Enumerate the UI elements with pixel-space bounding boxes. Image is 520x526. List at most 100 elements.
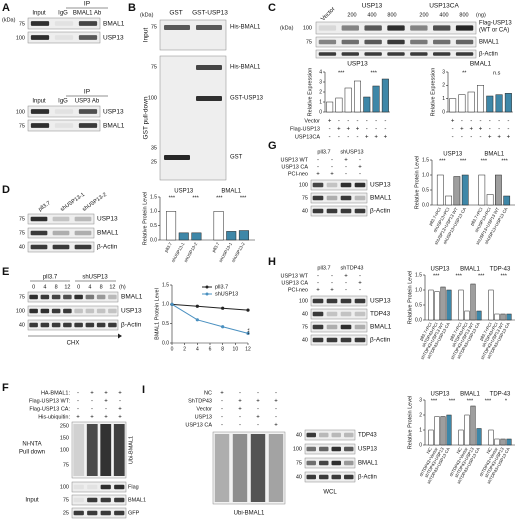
marker: 40	[302, 208, 308, 214]
sign: +	[507, 135, 511, 141]
label: (ng)	[476, 12, 486, 18]
sign: +	[104, 391, 108, 397]
blot	[27, 227, 95, 239]
y-tick-label: 3	[419, 397, 422, 403]
marker: 100	[303, 25, 312, 31]
blot-band	[340, 208, 352, 214]
blot-band	[74, 230, 92, 236]
blot-band	[326, 337, 338, 343]
y-axis-label: BMAL1 Protein Level	[154, 288, 160, 340]
label: IP	[84, 1, 90, 8]
blot-band	[78, 123, 98, 128]
sign: -	[331, 158, 333, 164]
blot	[27, 291, 119, 303]
marker: 40	[302, 311, 308, 317]
marker: 40	[19, 244, 25, 250]
bar	[226, 231, 237, 241]
smear	[100, 424, 112, 476]
blot-band	[312, 311, 324, 317]
label: CHX	[67, 341, 80, 347]
blot-band	[433, 52, 451, 56]
legend-marker	[205, 292, 209, 296]
blot-band	[30, 109, 50, 114]
blot-band	[312, 298, 324, 304]
blot-band	[63, 308, 72, 314]
bar	[506, 313, 512, 321]
blot-band	[85, 308, 95, 314]
legend-label: shUSP13	[215, 291, 238, 297]
blot-band	[63, 322, 72, 328]
blot	[310, 295, 368, 307]
x-tick-label: 6	[209, 346, 212, 352]
marker: 75	[296, 460, 302, 466]
blot-band	[319, 432, 329, 438]
label: (kDa)	[2, 17, 16, 23]
treatment-label: His-ubiquitin:	[38, 414, 70, 420]
sign: +	[104, 415, 108, 421]
blot	[304, 471, 356, 483]
treatment-label: Vector	[196, 406, 212, 412]
label: 0	[77, 284, 80, 290]
blot-band	[387, 25, 405, 31]
x-tick-label: 0	[171, 346, 174, 352]
marker: 75	[63, 497, 69, 503]
band-label: USP13	[370, 298, 391, 305]
blot-band	[54, 123, 74, 128]
label: Pull down	[19, 450, 45, 456]
y-axis-label: Relative Protein Level	[407, 396, 413, 450]
blot-band	[354, 311, 366, 317]
sign: -	[461, 119, 463, 125]
annotation: ***	[216, 195, 223, 201]
x-tick-label: 2	[183, 346, 186, 352]
bar	[344, 87, 352, 113]
sign: -	[359, 274, 361, 280]
sign: +	[238, 407, 242, 413]
band-label: USP13	[103, 35, 124, 42]
blot-band	[433, 39, 451, 45]
marker: 100	[16, 109, 25, 115]
label: GST pull-down	[143, 96, 150, 139]
sign: +	[256, 415, 260, 421]
blot-band	[78, 109, 98, 114]
blot-band	[340, 182, 352, 188]
bar	[506, 438, 512, 446]
band-label: Flag	[128, 484, 139, 490]
blot-band	[312, 208, 324, 214]
label: GST-USP13	[192, 10, 228, 17]
sign: +	[488, 135, 492, 141]
bar	[495, 94, 503, 113]
annotation: ***	[501, 273, 508, 279]
bar	[488, 429, 494, 446]
bar	[428, 289, 434, 321]
sign: +	[256, 399, 260, 405]
label: pll3.7	[43, 275, 58, 281]
label: Input	[25, 498, 39, 504]
sign: -	[239, 415, 241, 421]
y-tick-label: 0.0	[162, 340, 169, 346]
x-tick-label: pll3.7	[211, 241, 221, 253]
treatment-label: HA-BMAL1:	[41, 390, 71, 396]
panel-label: F	[2, 382, 9, 394]
blot-band	[100, 484, 111, 490]
bar	[486, 95, 494, 113]
treatment-label: ShTDP43	[188, 398, 212, 404]
marker: 100	[299, 298, 308, 304]
sign: -	[77, 391, 79, 397]
label: Ubi-BMAL1	[128, 436, 134, 464]
blot-band	[54, 35, 74, 40]
annotation: n.s	[493, 70, 501, 76]
marker: 40	[302, 337, 308, 343]
treatment-label: Vector	[304, 118, 320, 124]
treatment-label: Flag-USP13 WT:	[29, 398, 70, 404]
y-tick-label: 0.0	[415, 317, 422, 323]
sign: +	[497, 135, 501, 141]
label: Vector	[320, 6, 336, 22]
label: Ni-NTA	[22, 442, 41, 448]
bar	[434, 416, 440, 446]
band-label: BMAL1	[128, 497, 146, 503]
sign: -	[239, 391, 241, 397]
blot-band	[319, 446, 329, 452]
blot-band	[40, 308, 50, 314]
y-tick-label: 0.5	[422, 187, 429, 193]
label: 800	[387, 12, 396, 18]
